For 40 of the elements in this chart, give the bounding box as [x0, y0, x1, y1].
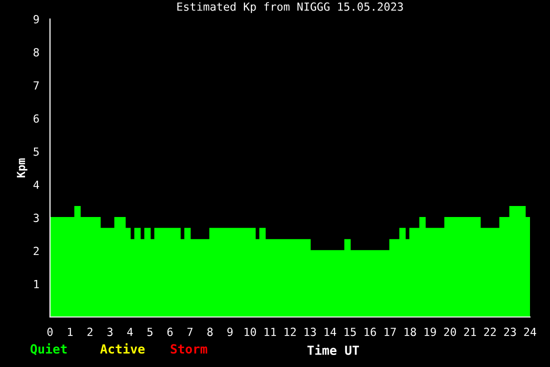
x-tick-label: 21: [464, 328, 476, 336]
y-tick-label: 1: [34, 280, 39, 288]
y-tick-label: 3: [34, 214, 39, 222]
x-tick-label: 18: [404, 328, 416, 336]
x-tick-label: 5: [147, 328, 152, 336]
x-tick-label: 24: [524, 328, 536, 336]
x-tick-label: 15: [344, 328, 356, 336]
x-tick-label: 2: [87, 328, 92, 336]
x-tick-label: 12: [284, 328, 296, 336]
chart-title: Estimated Kp from NIGGG 15.05.2023: [177, 2, 403, 13]
x-tick-label: 14: [324, 328, 336, 336]
y-tick-label: 7: [34, 81, 39, 90]
x-tick-label: 0: [47, 328, 53, 336]
legend-label: Active: [100, 343, 145, 354]
x-tick-label: 11: [264, 328, 276, 336]
y-tick-label: 6: [34, 114, 39, 123]
y-tick-label: 4: [33, 180, 40, 189]
x-tick-label: 20: [444, 328, 456, 336]
y-tick-label: 8: [34, 48, 39, 57]
x-tick-label: 9: [227, 328, 233, 336]
y-axis-title: Kpm: [16, 158, 28, 178]
x-tick-label: 3: [107, 328, 113, 336]
x-tick-label: 1: [68, 328, 73, 336]
legend-label: Storm: [170, 344, 208, 354]
x-tick-label: 22: [484, 328, 496, 336]
x-tick-label: 8: [207, 328, 213, 336]
x-tick-label: 19: [424, 328, 436, 336]
x-tick-label: 6: [167, 328, 173, 336]
x-tick-label: 7: [187, 328, 193, 336]
x-tick-label: 10: [244, 328, 256, 336]
y-tick-label: 2: [34, 246, 39, 256]
x-axis-title: Time UT: [307, 344, 359, 355]
x-tick-label: 23: [504, 328, 516, 336]
y-tick-label: 9: [34, 15, 39, 24]
text: Quiet: [30, 343, 67, 356]
x-tick-label: 13: [304, 328, 316, 336]
x-tick-label: 16: [364, 328, 376, 336]
x-tick-label: 17: [384, 328, 396, 336]
y-tick-label: 5: [34, 148, 39, 156]
x-tick-label: 4: [127, 328, 133, 336]
